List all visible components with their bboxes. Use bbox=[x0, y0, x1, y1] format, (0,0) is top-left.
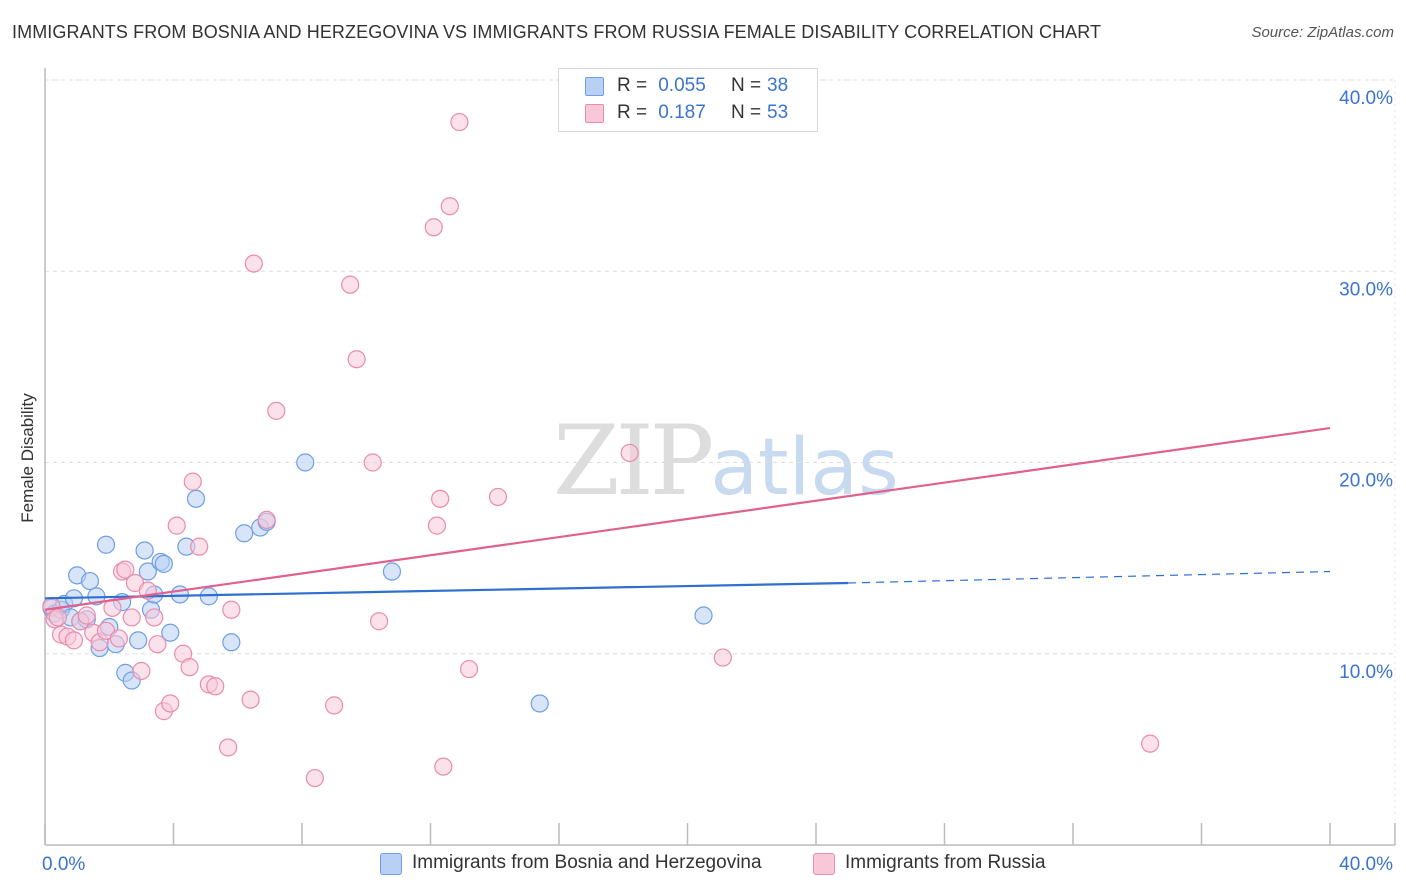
legend-label-bosnia: Immigrants from Bosnia and Herzegovina bbox=[412, 852, 762, 873]
y-tick-label: 30.0% bbox=[1339, 279, 1393, 300]
x-tick-label-max: 40.0% bbox=[1339, 854, 1393, 875]
russia-point bbox=[222, 600, 241, 619]
russia-point bbox=[434, 757, 453, 776]
russia-point bbox=[363, 453, 382, 472]
russia-point bbox=[206, 677, 225, 696]
russia-point bbox=[145, 608, 164, 627]
russia-point bbox=[488, 487, 508, 507]
russia-point bbox=[450, 112, 469, 132]
chart-title: IMMIGRANTS FROM BOSNIA AND HERZEGOVINA V… bbox=[12, 22, 1102, 42]
bosnia-point bbox=[135, 541, 154, 560]
bosnia-trend-line bbox=[44, 581, 849, 600]
russia-point bbox=[620, 443, 639, 463]
bosnia-point bbox=[694, 606, 713, 625]
axes bbox=[44, 68, 1396, 846]
russia-point bbox=[161, 694, 180, 713]
chart-source: Source: ZipAtlas.com bbox=[1251, 24, 1394, 41]
bosnia-point bbox=[129, 631, 148, 650]
russia-point bbox=[713, 648, 732, 667]
y-tick-label: 10.0% bbox=[1339, 662, 1393, 683]
legend-r-value: 0.055 bbox=[658, 75, 706, 96]
russia-trend-line bbox=[44, 426, 1331, 611]
bosnia-point bbox=[235, 524, 254, 543]
bosnia-trend-line-extension bbox=[848, 570, 1331, 584]
correlation-legend: R = 0.055 N = 38 R = 0.187 N = 53 bbox=[558, 68, 818, 132]
legend-swatch-russia bbox=[585, 104, 604, 123]
russia-point bbox=[370, 612, 389, 631]
bosnia-point bbox=[138, 562, 157, 581]
legend-label-russia: Immigrants from Russia bbox=[845, 852, 1046, 873]
russia-point bbox=[183, 472, 202, 491]
russia-point bbox=[180, 658, 199, 677]
legend-swatch-bosnia bbox=[585, 77, 604, 96]
legend-r-label: R = bbox=[617, 102, 648, 123]
legend-swatch-bosnia bbox=[380, 853, 402, 875]
russia-point bbox=[64, 631, 84, 650]
bosnia-point bbox=[186, 489, 206, 508]
grid-lines bbox=[45, 79, 1396, 845]
zipatlas-watermark: ZIPatlas bbox=[553, 405, 899, 517]
legend-n-value: 53 bbox=[767, 102, 789, 123]
y-axis-label: Female Disability bbox=[18, 393, 37, 523]
russia-point bbox=[427, 516, 447, 535]
russia-point bbox=[116, 560, 135, 579]
legend-r-label: R = bbox=[617, 75, 648, 96]
y-tick-label: 20.0% bbox=[1339, 471, 1393, 492]
bosnia-point bbox=[154, 554, 173, 573]
bosnia-point bbox=[296, 453, 315, 472]
tick-labels: 10.0% 20.0% 30.0% 40.0% 0.0% 40.0% bbox=[42, 88, 1393, 875]
russia-point bbox=[305, 768, 324, 788]
legend-r-value: 0.187 bbox=[658, 102, 706, 123]
russia-point bbox=[431, 489, 450, 508]
russia-point bbox=[167, 516, 186, 535]
data-points bbox=[42, 112, 1160, 788]
legend-n-label: N = bbox=[731, 102, 762, 123]
russia-point bbox=[219, 738, 238, 757]
russia-point bbox=[267, 401, 286, 420]
bosnia-point bbox=[170, 585, 190, 604]
russia-point bbox=[1140, 734, 1160, 753]
bosnia-point bbox=[161, 623, 180, 642]
bosnia-point bbox=[80, 571, 100, 591]
russia-point bbox=[424, 218, 443, 237]
bosnia-point bbox=[530, 694, 549, 713]
bosnia-point bbox=[96, 535, 116, 554]
bosnia-point bbox=[222, 633, 241, 652]
russia-point bbox=[440, 197, 459, 216]
russia-point bbox=[241, 690, 260, 709]
trend-lines bbox=[44, 426, 1331, 611]
watermark-atlas: atlas bbox=[710, 423, 899, 513]
russia-point bbox=[132, 661, 151, 681]
x-tick-label-min: 0.0% bbox=[42, 854, 85, 875]
y-tick-label: 40.0% bbox=[1339, 88, 1393, 109]
russia-point bbox=[341, 275, 360, 294]
russia-point bbox=[48, 608, 67, 627]
russia-point bbox=[257, 510, 276, 529]
russia-point bbox=[244, 254, 263, 273]
russia-point bbox=[77, 606, 96, 625]
russia-point bbox=[325, 696, 344, 715]
legend-swatch-russia bbox=[813, 853, 835, 875]
russia-point bbox=[190, 537, 209, 556]
bosnia-point bbox=[382, 562, 402, 581]
legend-n-value: 38 bbox=[767, 75, 789, 96]
russia-point bbox=[459, 659, 479, 679]
legend-n-label: N = bbox=[731, 75, 762, 96]
russia-point bbox=[109, 629, 128, 648]
russia-point bbox=[347, 350, 366, 369]
russia-point bbox=[148, 635, 167, 654]
russia-point bbox=[122, 608, 141, 627]
